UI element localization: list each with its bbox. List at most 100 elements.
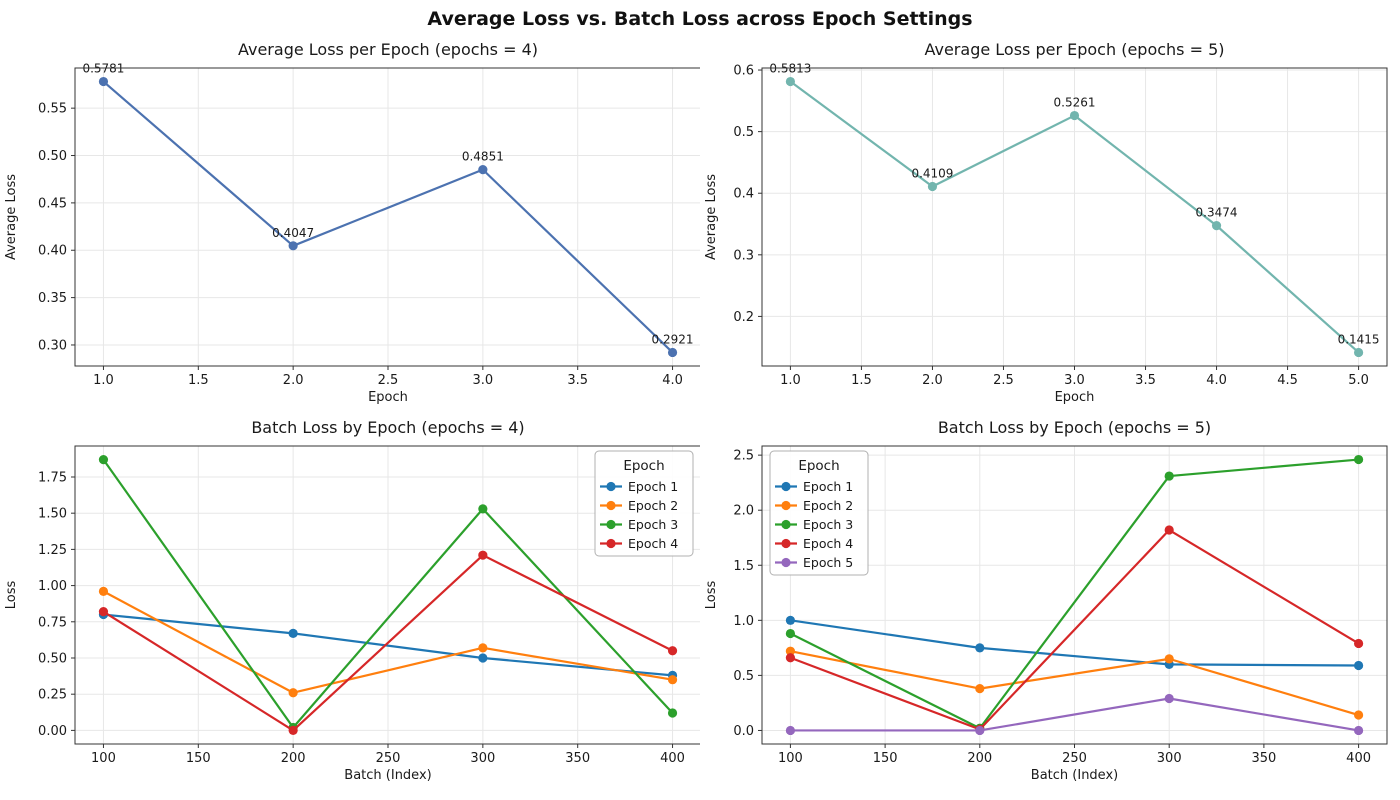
- x-tick-label: 350: [565, 751, 590, 766]
- legend-swatch-marker: [781, 519, 791, 530]
- data-point-marker: [1353, 454, 1364, 465]
- x-axis-label: Epoch: [1055, 390, 1095, 405]
- y-tick-label: 0.30: [38, 338, 67, 353]
- series-line: [789, 619, 1360, 667]
- y-tick-label: 0.6: [733, 64, 754, 79]
- x-tick-label: 300: [1157, 751, 1182, 766]
- data-point-marker: [785, 653, 796, 663]
- x-tick-label: 350: [1251, 751, 1276, 766]
- legend-swatch-marker: [606, 481, 616, 492]
- y-tick-label: 0.55: [38, 102, 67, 117]
- series-epoch-4: [98, 550, 678, 735]
- subplot-batch-loss-epochs4: 100 150 200 250 300 350 400 0.00 0.25 0.50 0.75 1.0…: [0, 413, 700, 800]
- data-point-marker: [288, 628, 298, 638]
- data-point-marker: [288, 688, 298, 698]
- data-point-marker: [288, 241, 298, 251]
- series-line: [102, 590, 674, 694]
- series-line: [102, 613, 674, 677]
- x-tick-label: 250: [376, 751, 401, 766]
- x-tick-label: 1.5: [851, 373, 872, 388]
- legend-entry-label: Epoch 3: [803, 517, 853, 532]
- subplot-avg-loss-epochs5: 0.5813 0.4109 0.5261 0.3474 0.1415 1.0 1.5 2.0 2…: [700, 35, 1400, 408]
- series-epoch-2: [98, 586, 678, 698]
- y-axis-label: Average Loss: [704, 174, 719, 260]
- y-tick-label: 0.5: [733, 669, 754, 684]
- legend-entry-label: Epoch 5: [803, 555, 853, 570]
- legend-swatch-marker: [781, 538, 791, 549]
- x-tick-label: 250: [1062, 751, 1087, 766]
- legend-swatch-marker: [781, 481, 791, 492]
- chart-title: Average Loss per Epoch (epochs = 4): [238, 40, 538, 59]
- data-point-marker: [1164, 654, 1174, 664]
- data-point-marker: [288, 725, 298, 735]
- y-tick-label: 0.00: [38, 724, 67, 739]
- data-point-marker: [1353, 638, 1364, 649]
- y-axis-label: Loss: [704, 581, 719, 610]
- legend-entry-label: Epoch 3: [628, 517, 678, 532]
- chart-canvas-batch-loss-epochs5: 100 150 200 250 300 350 400 0.0 0.5 1.0 1.5 2.0 2.5 B…: [704, 418, 1388, 783]
- legend-title: Epoch: [623, 458, 664, 474]
- y-tick-label: 1.75: [38, 470, 67, 485]
- series-epoch-2: [785, 646, 1364, 720]
- y-tick-label: 0.2: [733, 310, 754, 325]
- legend-entry-label: Epoch 1: [628, 479, 678, 494]
- x-tick-label: 100: [91, 751, 116, 766]
- legend-entry-label: Epoch 2: [628, 498, 678, 513]
- legend-entry-label: Epoch 1: [803, 479, 853, 494]
- data-point-marker: [478, 504, 488, 514]
- y-axis-label: Average Loss: [4, 174, 19, 260]
- y-tick-label: 0.3: [733, 248, 754, 263]
- x-tick-label: 4.5: [1277, 373, 1298, 388]
- x-tick-label: 3.0: [473, 373, 494, 388]
- x-tick-label: 200: [967, 751, 992, 766]
- legend-box: Epoch Epoch 1 Epoch 2 Epoch 3 Epoch 4: [594, 450, 694, 557]
- series-line: [102, 554, 674, 732]
- data-point-marker: [1353, 710, 1364, 720]
- x-tick-label: 3.0: [1064, 373, 1085, 388]
- x-axis-label: Batch (Index): [344, 768, 431, 783]
- data-point-marker: [1353, 660, 1364, 671]
- point-value-label: 0.5261: [1054, 96, 1096, 110]
- subplot-avg-loss-epochs4: 0.5781 0.4047 0.4851 0.2921 1.0 1.5 2.0 2.5 3.0 3…: [0, 35, 700, 408]
- data-point-marker: [785, 725, 796, 736]
- data-point-marker: [98, 607, 109, 617]
- data-point-marker: [98, 586, 109, 596]
- x-tick-label: 1.5: [188, 373, 209, 388]
- x-tick-label: 2.5: [993, 373, 1014, 388]
- data-point-marker: [927, 181, 938, 192]
- y-tick-label: 0.50: [38, 149, 67, 164]
- series-line: [102, 80, 674, 354]
- x-tick-label: 300: [470, 751, 495, 766]
- x-tick-label: 3.5: [567, 373, 588, 388]
- y-tick-label: 1.25: [38, 543, 67, 558]
- grid-lines: [75, 68, 700, 366]
- subplot-batch-loss-epochs5: 100 150 200 250 300 350 400 0.0 0.5 1.0 1.5 2.0 2.5 B…: [700, 413, 1400, 800]
- data-point-marker: [785, 628, 796, 639]
- point-value-label: 0.5781: [82, 62, 124, 76]
- data-point-marker: [785, 646, 796, 656]
- y-tick-label: 0.40: [38, 244, 67, 259]
- legend-swatch-marker: [781, 557, 791, 568]
- point-value-label: 0.4851: [462, 150, 504, 164]
- x-tick-label: 5.0: [1348, 373, 1369, 388]
- legend-entry-label: Epoch 4: [628, 536, 678, 551]
- data-point-marker: [785, 615, 796, 625]
- x-tick-label: 150: [873, 751, 898, 766]
- legend-frame: [594, 450, 694, 557]
- x-tick-label: 150: [186, 751, 211, 766]
- x-tick-label: 200: [281, 751, 306, 766]
- data-point-marker: [1164, 693, 1174, 704]
- y-tick-label: 0.75: [38, 615, 67, 630]
- data-point-marker: [1353, 725, 1364, 736]
- y-axis-label: Loss: [4, 581, 19, 610]
- x-tick-label: 400: [1346, 751, 1371, 766]
- y-tick-label: 1.5: [733, 559, 754, 574]
- y-tick-label: 0.45: [38, 196, 67, 211]
- legend-swatch-marker: [606, 519, 616, 530]
- point-value-label: 0.4047: [272, 226, 314, 240]
- x-tick-label: 1.0: [780, 373, 801, 388]
- data-point-marker: [667, 708, 678, 718]
- legend-swatch-marker: [606, 500, 616, 511]
- data-point-marker: [478, 550, 488, 560]
